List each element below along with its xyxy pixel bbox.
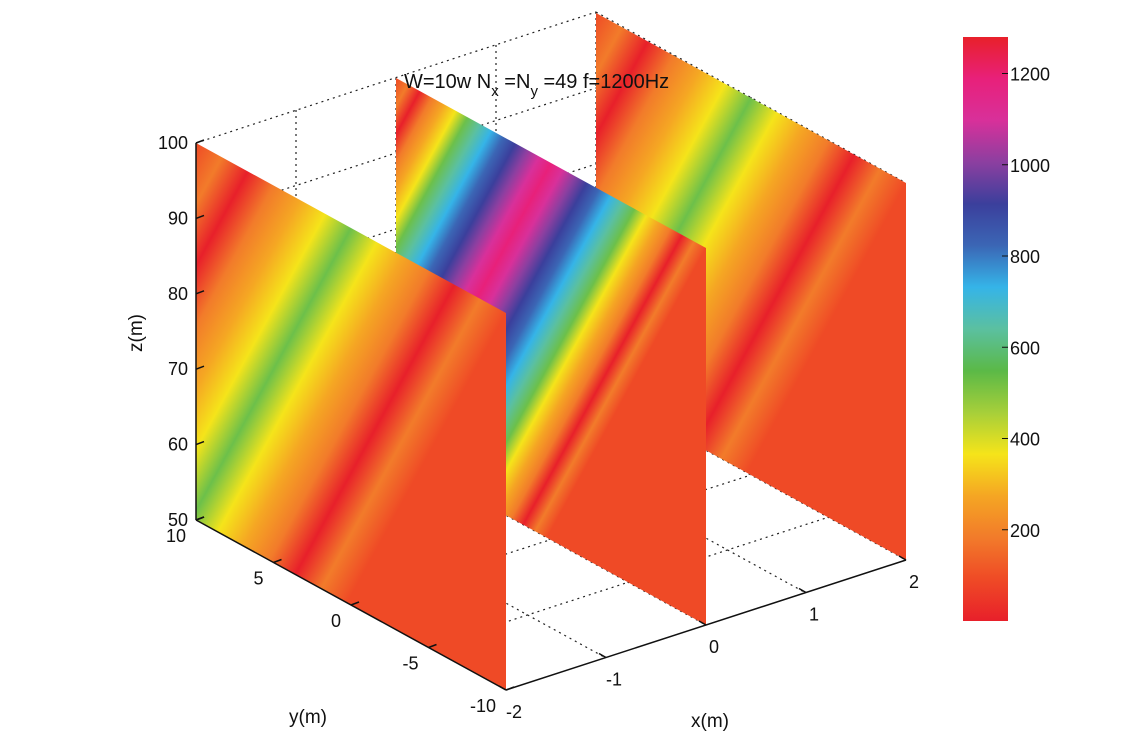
z-tick-label: 50 xyxy=(168,510,188,530)
y-tick-label: 10 xyxy=(166,526,186,546)
colorbar-tick-label: 600 xyxy=(1010,338,1040,358)
colorbar-tick-label: 800 xyxy=(1010,247,1040,267)
z-tick-mark xyxy=(195,214,205,220)
z-tick-mark xyxy=(195,440,205,446)
x-tick-label: 1 xyxy=(809,605,819,625)
z-tick-mark xyxy=(195,139,205,144)
x-tick-label: -1 xyxy=(606,670,622,690)
x-tick-mark xyxy=(498,685,507,691)
chart-title: W=10w Nx =Ny =49 f=1200Hz xyxy=(404,71,669,100)
y-tick-mark xyxy=(428,643,437,649)
x-tick-label: -2 xyxy=(506,702,522,722)
colorbar-tick-label: 1200 xyxy=(1010,65,1050,85)
colorbar-tick-label: 1000 xyxy=(1010,156,1050,176)
z-tick-label: 100 xyxy=(158,133,188,153)
y-tick-mark xyxy=(350,601,360,606)
x-tick-label: 2 xyxy=(909,572,919,592)
y-tick-mark xyxy=(273,558,282,564)
y-tick-label: -5 xyxy=(402,654,418,674)
x-tick-mark xyxy=(698,620,707,626)
x-tick-mark xyxy=(598,652,607,659)
z-tick-mark xyxy=(195,365,205,370)
z-axis-label: z(m) xyxy=(126,314,147,352)
x-tick-label: 0 xyxy=(709,637,719,657)
z-tick-label: 60 xyxy=(168,435,188,455)
colorbar-scale xyxy=(963,37,1008,621)
z-tick-mark xyxy=(195,290,205,295)
colorbar: 1200 1000 800 600 400 200 xyxy=(963,37,1050,621)
z-tick-label: 80 xyxy=(168,284,188,304)
y-tick-label: 0 xyxy=(331,611,341,631)
y-axis-label: y(m) xyxy=(289,707,327,728)
y-tick-mark xyxy=(195,516,205,521)
x-tick-mark xyxy=(898,555,907,561)
y-tick-label: 5 xyxy=(253,569,263,589)
slice-plane xyxy=(196,143,506,690)
z-tick-label: 70 xyxy=(168,359,188,379)
colorbar-tick-label: 400 xyxy=(1010,430,1040,450)
colorbar-tick-label: 200 xyxy=(1010,521,1040,541)
y-tick-label: -10 xyxy=(470,696,496,716)
x-axis-label: x(m) xyxy=(691,711,729,732)
slice-planes xyxy=(196,13,906,690)
z-tick-label: 90 xyxy=(168,208,188,228)
y-tick-mark xyxy=(505,686,515,691)
x-tick-mark xyxy=(798,587,807,594)
